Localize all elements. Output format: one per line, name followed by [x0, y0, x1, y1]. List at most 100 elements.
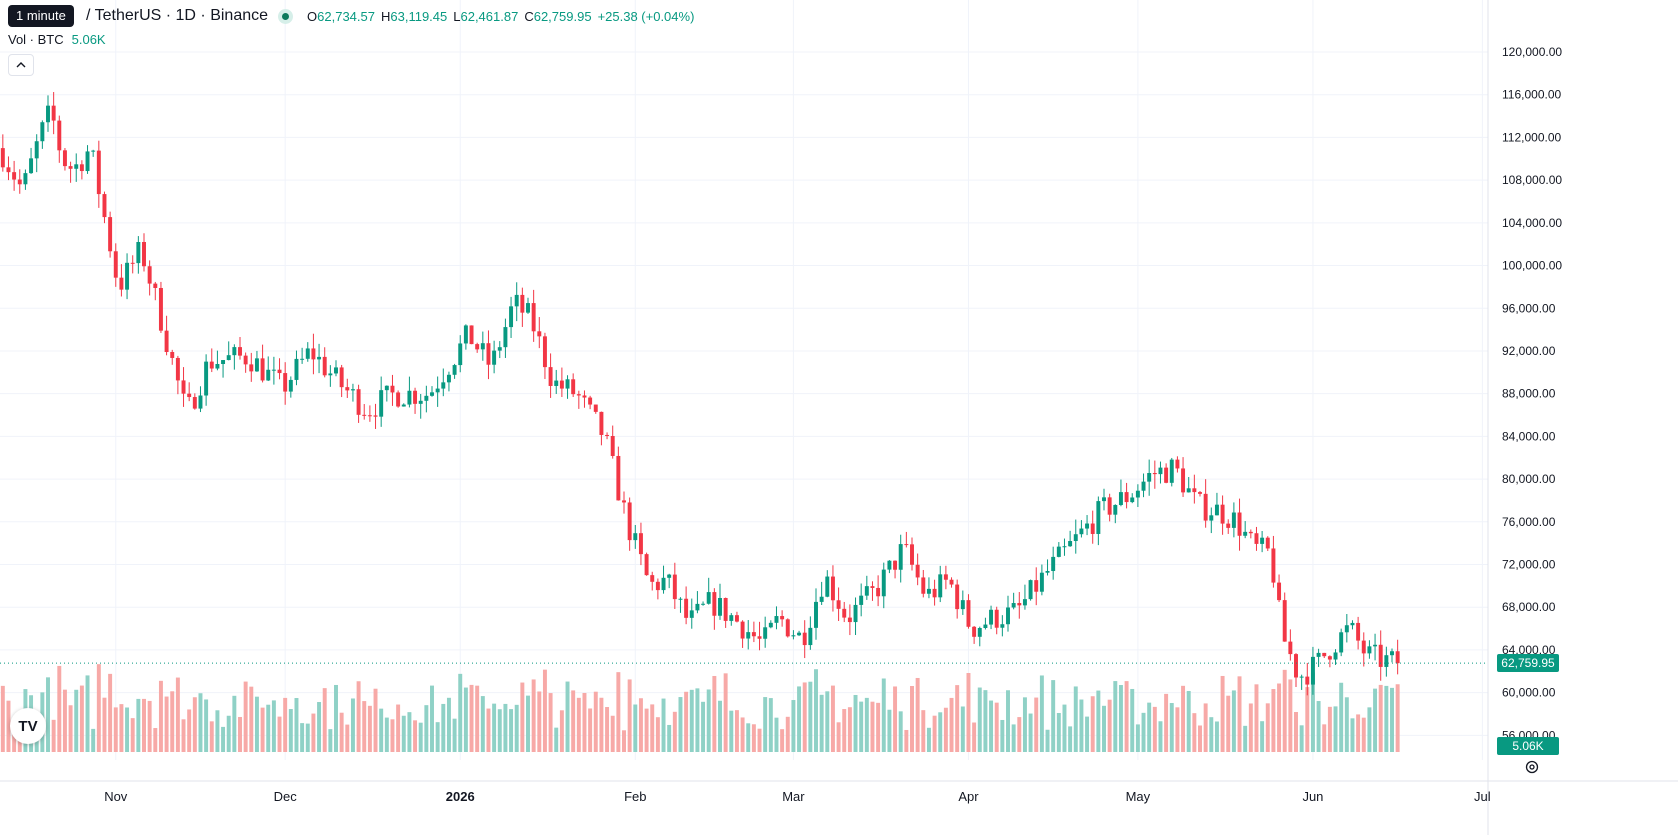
candle-body [249, 364, 254, 372]
volume-bar [983, 690, 988, 752]
candle-body [667, 574, 672, 578]
market-status-icon[interactable] [278, 8, 294, 24]
volume-bar [424, 705, 429, 752]
volume-bar [1096, 690, 1101, 752]
volume-bar [458, 673, 463, 752]
candle-body [345, 387, 350, 391]
candle-body [1147, 473, 1152, 482]
volume-bar [582, 692, 587, 752]
ohlc-close-key: C [524, 8, 534, 24]
candle-body [277, 369, 282, 374]
candle-body [1034, 580, 1039, 592]
candle-body [554, 380, 559, 386]
candle-body [1294, 654, 1298, 678]
candle-body [441, 382, 446, 389]
volume-label[interactable]: Vol · BTC [8, 32, 64, 47]
volume-bar [62, 689, 67, 752]
volume-bar [283, 697, 288, 752]
candle-body [780, 616, 785, 620]
y-axis-tick: 72,000.00 [1502, 557, 1556, 571]
symbol-title[interactable]: / TetherUS · 1D · Binance [86, 7, 269, 24]
candle-body [627, 502, 632, 541]
volume-bar [1085, 716, 1090, 752]
volume-bar [1192, 713, 1197, 752]
candle-body [582, 395, 587, 398]
volume-bar [334, 684, 338, 752]
candle-body [40, 122, 45, 142]
volume-bar [1226, 695, 1231, 752]
volume-bar [797, 686, 802, 752]
volume-bar [1277, 683, 1282, 752]
volume-bar [136, 698, 141, 752]
volume-bar [1282, 669, 1287, 752]
candle-body [51, 105, 56, 121]
volume-bar [232, 695, 237, 752]
candle-body [571, 379, 576, 395]
gear-icon[interactable] [1523, 759, 1541, 777]
candle-body [34, 141, 39, 159]
candle-body [616, 455, 621, 501]
tradingview-logo[interactable]: TV [10, 708, 46, 744]
volume-bar [542, 669, 547, 752]
ohlc-high-value: 63,119.45 [390, 8, 448, 24]
volume-bar [1000, 719, 1005, 752]
candle-body [446, 374, 451, 383]
x-axis-tick: Jun [1302, 789, 1323, 804]
volume-bar [915, 677, 920, 752]
volume-bar [1022, 697, 1027, 752]
volume-bar [1316, 701, 1321, 752]
candle-body [130, 262, 135, 264]
volume-bar [1118, 685, 1123, 752]
volume-bar [1344, 697, 1349, 752]
volume-bar [1265, 703, 1270, 752]
candle-body [175, 357, 180, 381]
collapse-legend-button[interactable] [8, 54, 34, 76]
volume-bar [187, 709, 192, 752]
candle-body [1356, 622, 1361, 641]
volume-bar [1045, 729, 1050, 752]
volume-bar [904, 729, 909, 752]
candle-body [322, 356, 327, 376]
volume-bar [667, 724, 672, 752]
candle-body [881, 569, 886, 597]
volume-bar [1231, 690, 1236, 752]
volume-bar [238, 716, 242, 752]
volume-bar [12, 725, 17, 752]
volume-bar [1299, 725, 1304, 752]
candle-body [356, 389, 361, 415]
candle-body [108, 217, 113, 252]
candle-body [46, 105, 50, 123]
volume-bar [1079, 699, 1084, 752]
candle-body [898, 544, 903, 570]
volume-bar [79, 685, 84, 752]
candle-body [943, 574, 948, 580]
y-axis-tick: 112,000.00 [1502, 130, 1561, 144]
candle-body [1039, 572, 1044, 592]
candle-body [187, 393, 192, 398]
volume-bar [1271, 689, 1276, 752]
candle-body [102, 194, 107, 218]
volume-bar [1305, 687, 1310, 752]
candle-body [430, 392, 434, 396]
y-axis-tick: 108,000.00 [1502, 173, 1562, 187]
candle-body [740, 621, 745, 639]
volume-bar [1039, 675, 1044, 752]
volume-bar [1152, 706, 1157, 752]
volume-bar [616, 672, 621, 752]
candle-body [678, 598, 683, 600]
volume-bar [751, 724, 756, 752]
candle-body [91, 150, 96, 152]
volume-bar [932, 715, 937, 752]
volume-bar [684, 691, 689, 752]
volume-bar [192, 697, 197, 752]
candle-body [418, 400, 423, 404]
volume-bar [6, 700, 11, 752]
candle-body [509, 306, 514, 328]
candle-body [830, 576, 835, 601]
volume-bar [1310, 672, 1315, 752]
candle-body [887, 560, 892, 570]
volume-bar [989, 700, 994, 752]
candle-body [396, 392, 401, 407]
